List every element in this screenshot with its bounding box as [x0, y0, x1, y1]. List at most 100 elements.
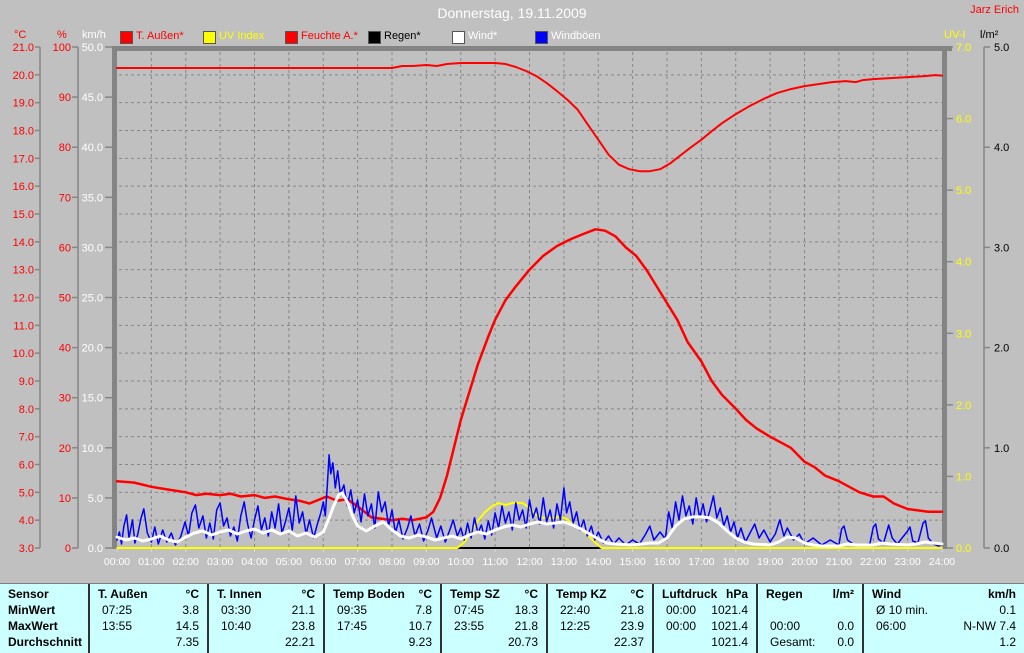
axis-unit-kmh: km/h: [82, 29, 106, 41]
table-column-divider: [440, 584, 442, 653]
table-column-divider: [652, 584, 654, 653]
x-axis-label: 13:00: [551, 556, 577, 568]
x-axis-label: 22:00: [860, 556, 886, 568]
table-avg-value: 22.37: [613, 635, 644, 649]
page-title: Donnerstag, 19.11.2009: [437, 5, 587, 21]
x-axis-label: 21:00: [826, 556, 852, 568]
table-col-header: Temp Boden: [333, 587, 405, 601]
table-col-unit: km/h: [987, 587, 1016, 601]
y-axis-temp-label: 18.0: [13, 126, 34, 138]
y-axis-humidity-label: 50: [59, 293, 71, 305]
table-max-time: 12:25: [560, 619, 591, 633]
table-max-time: 17:45: [337, 619, 368, 633]
x-axis-label: 07:00: [344, 556, 370, 568]
axis-unit-liters: l/m²: [980, 29, 999, 41]
y-axis-wind-label: 30.0: [82, 242, 103, 254]
y-axis-humidity-label: 0: [65, 543, 71, 555]
chart-plot: 21.0 20.0 19.0 18.0 17.0 16.0 15.0 14.0 13.0 12.0…: [13, 42, 1010, 568]
x-axis-label: 17:00: [688, 556, 714, 568]
table-max-value: 23.8: [291, 619, 315, 633]
y-axis-rain-label: 5.0: [994, 42, 1009, 54]
table-max-value: 14.5: [175, 619, 199, 633]
table-avg-value: 1.2: [999, 635, 1016, 649]
y-axis-temp-label: 4.0: [19, 515, 34, 527]
y-axis-temp-label: 13.0: [13, 265, 34, 277]
y-axis-humidity-label: 10: [59, 493, 71, 505]
y-axis-wind-label: 10.0: [82, 443, 103, 455]
table-col-header: Regen: [766, 587, 803, 601]
y-axis-uv-label: 7.0: [956, 42, 971, 54]
y-axis-humidity-label: 60: [59, 242, 71, 254]
table-col-header: Temp KZ: [556, 587, 607, 601]
table-max-time: 00:00: [666, 619, 697, 633]
y-axis-temp-label: 7.0: [19, 432, 34, 444]
legend-label: Regen*: [384, 30, 421, 42]
table-max-time: 13:55: [102, 619, 133, 633]
table-min-time: 00:00: [666, 603, 697, 617]
series-wind: [115, 491, 944, 548]
table-min-time: 03:30: [221, 603, 252, 617]
table-max-value: 23.9: [620, 619, 644, 633]
table-column-divider: [88, 584, 90, 653]
table-min-value: 21.1: [291, 603, 315, 617]
table-max-value: 0.0: [837, 619, 854, 633]
y-axis-temp-label: 6.0: [19, 460, 34, 472]
y-axis-rain-label: 4.0: [994, 142, 1009, 154]
table-max-time: 06:00: [876, 619, 907, 633]
series-t-au-en: [115, 228, 944, 522]
x-axis-label: 04:00: [241, 556, 267, 568]
table-avg-value: 22.21: [284, 635, 315, 649]
table-max-value: 21.8: [514, 619, 538, 633]
y-axis-humidity-label: 70: [59, 192, 71, 204]
y-axis-temp-label: 9.0: [19, 376, 34, 388]
legend-label: Feuchte A.*: [301, 30, 358, 42]
legend-label: UV Index: [219, 30, 265, 42]
x-axis-label: 12:00: [516, 556, 542, 568]
table-min-time: 22:40: [560, 603, 591, 617]
legend-swatch: [120, 31, 133, 44]
table-column-divider: [862, 584, 864, 653]
y-axis-uv-label: 5.0: [956, 185, 971, 197]
table-min-time: 07:25: [102, 603, 133, 617]
y-axis-temp-label: 19.0: [13, 98, 34, 110]
y-axis-wind-label: 50.0: [82, 42, 103, 54]
x-axis-label: 23:00: [894, 556, 920, 568]
x-axis-label: 24:00: [929, 556, 955, 568]
table-col-unit: l/m²: [832, 587, 854, 601]
x-axis-label: 10:00: [448, 556, 474, 568]
axis-unit-celsius: °C: [14, 29, 27, 41]
x-axis-label: 14:00: [585, 556, 611, 568]
table-col-header: Luftdruck: [662, 587, 718, 601]
table-min-time: 07:45: [454, 603, 485, 617]
y-axis-rain-label: 1.0: [994, 443, 1009, 455]
table-col-unit: °C: [524, 587, 538, 601]
y-axis-temp-label: 11.0: [13, 320, 34, 332]
table-min-value: 0.1: [999, 603, 1016, 617]
y-axis-temp-label: 12.0: [13, 293, 34, 305]
y-axis-wind-label: 35.0: [82, 192, 103, 204]
y-axis-temp-label: 16.0: [13, 181, 34, 193]
legend-swatch: [285, 31, 298, 44]
table-max-time: 23:55: [454, 619, 485, 633]
y-axis-wind-label: 15.0: [82, 393, 103, 405]
legend-swatch: [203, 31, 216, 44]
table-min-time: Ø 10 min.: [876, 603, 929, 617]
table-max-time: 10:40: [221, 619, 252, 633]
x-axis-label: 11:00: [482, 556, 508, 568]
plot-border-right: [942, 47, 947, 548]
y-axis-humidity-label: 80: [59, 142, 71, 154]
x-axis-label: 20:00: [791, 556, 817, 568]
y-axis-wind-label: 40.0: [82, 142, 103, 154]
x-axis-label: 15:00: [619, 556, 645, 568]
table-row-label: Durchschnitt: [8, 635, 83, 649]
table-max-value: 1021.4: [711, 619, 748, 633]
y-axis-wind-label: 5.0: [88, 493, 103, 505]
y-axis-rain-label: 2.0: [994, 343, 1009, 355]
y-axis-humidity-label: 40: [59, 343, 71, 355]
axis-unit-uv-index: UV-I: [944, 29, 966, 41]
y-axis-wind-label: 20.0: [82, 343, 103, 355]
table-max-value: 10.7: [408, 619, 432, 633]
legend-label: Windböen: [551, 30, 601, 42]
legend-label: T. Außen*: [136, 30, 184, 42]
